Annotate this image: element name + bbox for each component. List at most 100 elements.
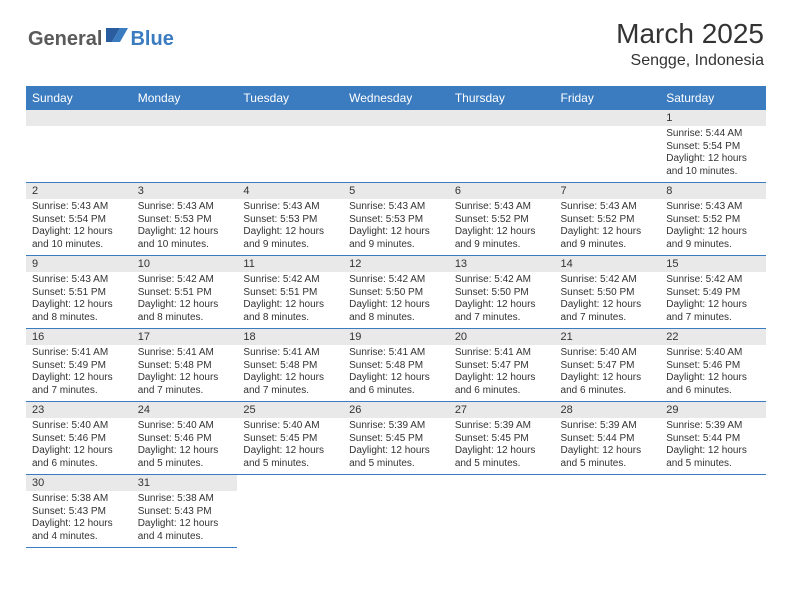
sunrise-text: Sunrise: 5:41 AM <box>243 347 337 360</box>
day-number: 28 <box>555 402 661 418</box>
daylight-text: Daylight: 12 hours and 10 minutes. <box>666 153 760 178</box>
calendar-cell: 23Sunrise: 5:40 AMSunset: 5:46 PMDayligh… <box>26 402 132 475</box>
day-content: Sunrise: 5:43 AMSunset: 5:54 PMDaylight:… <box>26 199 132 255</box>
sunrise-text: Sunrise: 5:39 AM <box>561 420 655 433</box>
day-number: 2 <box>26 183 132 199</box>
sunrise-text: Sunrise: 5:40 AM <box>138 420 232 433</box>
calendar-cell <box>237 110 343 183</box>
day-content <box>26 126 132 180</box>
calendar-cell: 18Sunrise: 5:41 AMSunset: 5:48 PMDayligh… <box>237 329 343 402</box>
sunrise-text: Sunrise: 5:41 AM <box>32 347 126 360</box>
day-content: Sunrise: 5:42 AMSunset: 5:51 PMDaylight:… <box>132 272 238 328</box>
day-number: 6 <box>449 183 555 199</box>
day-number <box>449 110 555 126</box>
sunrise-text: Sunrise: 5:43 AM <box>349 201 443 214</box>
daylight-text: Daylight: 12 hours and 8 minutes. <box>32 299 126 324</box>
calendar-cell: 19Sunrise: 5:41 AMSunset: 5:48 PMDayligh… <box>343 329 449 402</box>
day-number: 21 <box>555 329 661 345</box>
daylight-text: Daylight: 12 hours and 5 minutes. <box>138 445 232 470</box>
sunset-text: Sunset: 5:43 PM <box>32 506 126 519</box>
sunrise-text: Sunrise: 5:38 AM <box>138 493 232 506</box>
calendar-cell <box>555 110 661 183</box>
sunset-text: Sunset: 5:48 PM <box>243 360 337 373</box>
sunrise-text: Sunrise: 5:43 AM <box>32 201 126 214</box>
daylight-text: Daylight: 12 hours and 6 minutes. <box>32 445 126 470</box>
sunrise-text: Sunrise: 5:39 AM <box>666 420 760 433</box>
daylight-text: Daylight: 12 hours and 8 minutes. <box>349 299 443 324</box>
day-number: 10 <box>132 256 238 272</box>
day-content: Sunrise: 5:41 AMSunset: 5:49 PMDaylight:… <box>26 345 132 401</box>
sunset-text: Sunset: 5:46 PM <box>32 433 126 446</box>
calendar-cell: 25Sunrise: 5:40 AMSunset: 5:45 PMDayligh… <box>237 402 343 475</box>
sunrise-text: Sunrise: 5:43 AM <box>666 201 760 214</box>
daylight-text: Daylight: 12 hours and 9 minutes. <box>561 226 655 251</box>
day-content: Sunrise: 5:40 AMSunset: 5:46 PMDaylight:… <box>660 345 766 401</box>
daylight-text: Daylight: 12 hours and 7 minutes. <box>666 299 760 324</box>
day-number <box>555 110 661 126</box>
day-number: 26 <box>343 402 449 418</box>
sunrise-text: Sunrise: 5:41 AM <box>349 347 443 360</box>
calendar-cell <box>343 110 449 183</box>
sunrise-text: Sunrise: 5:40 AM <box>32 420 126 433</box>
day-number: 22 <box>660 329 766 345</box>
day-content: Sunrise: 5:39 AMSunset: 5:44 PMDaylight:… <box>555 418 661 474</box>
sunset-text: Sunset: 5:51 PM <box>138 287 232 300</box>
sunrise-text: Sunrise: 5:42 AM <box>138 274 232 287</box>
daylight-text: Daylight: 12 hours and 5 minutes. <box>349 445 443 470</box>
sunset-text: Sunset: 5:50 PM <box>349 287 443 300</box>
sunrise-text: Sunrise: 5:41 AM <box>455 347 549 360</box>
sunset-text: Sunset: 5:53 PM <box>349 214 443 227</box>
sunrise-text: Sunrise: 5:42 AM <box>666 274 760 287</box>
day-content: Sunrise: 5:42 AMSunset: 5:51 PMDaylight:… <box>237 272 343 328</box>
sunset-text: Sunset: 5:53 PM <box>138 214 232 227</box>
day-content: Sunrise: 5:41 AMSunset: 5:48 PMDaylight:… <box>132 345 238 401</box>
day-content <box>237 126 343 180</box>
day-number: 20 <box>449 329 555 345</box>
calendar-cell <box>660 475 766 548</box>
daylight-text: Daylight: 12 hours and 5 minutes. <box>455 445 549 470</box>
day-content: Sunrise: 5:42 AMSunset: 5:50 PMDaylight:… <box>555 272 661 328</box>
weekday-header: Monday <box>132 86 238 110</box>
calendar-cell: 2Sunrise: 5:43 AMSunset: 5:54 PMDaylight… <box>26 183 132 256</box>
day-content: Sunrise: 5:40 AMSunset: 5:46 PMDaylight:… <box>132 418 238 474</box>
day-content: Sunrise: 5:42 AMSunset: 5:50 PMDaylight:… <box>449 272 555 328</box>
calendar-cell: 20Sunrise: 5:41 AMSunset: 5:47 PMDayligh… <box>449 329 555 402</box>
day-content: Sunrise: 5:42 AMSunset: 5:50 PMDaylight:… <box>343 272 449 328</box>
daylight-text: Daylight: 12 hours and 9 minutes. <box>349 226 443 251</box>
daylight-text: Daylight: 12 hours and 4 minutes. <box>138 518 232 543</box>
calendar-cell: 7Sunrise: 5:43 AMSunset: 5:52 PMDaylight… <box>555 183 661 256</box>
daylight-text: Daylight: 12 hours and 9 minutes. <box>455 226 549 251</box>
day-content: Sunrise: 5:40 AMSunset: 5:45 PMDaylight:… <box>237 418 343 474</box>
logo-flag-icon <box>106 26 128 47</box>
day-content: Sunrise: 5:42 AMSunset: 5:49 PMDaylight:… <box>660 272 766 328</box>
day-content: Sunrise: 5:39 AMSunset: 5:45 PMDaylight:… <box>343 418 449 474</box>
day-content: Sunrise: 5:43 AMSunset: 5:52 PMDaylight:… <box>555 199 661 255</box>
daylight-text: Daylight: 12 hours and 5 minutes. <box>666 445 760 470</box>
calendar-cell <box>343 475 449 548</box>
day-number: 19 <box>343 329 449 345</box>
sunrise-text: Sunrise: 5:43 AM <box>138 201 232 214</box>
calendar-cell: 31Sunrise: 5:38 AMSunset: 5:43 PMDayligh… <box>132 475 238 548</box>
calendar-cell: 9Sunrise: 5:43 AMSunset: 5:51 PMDaylight… <box>26 256 132 329</box>
day-number: 18 <box>237 329 343 345</box>
daylight-text: Daylight: 12 hours and 4 minutes. <box>32 518 126 543</box>
sunrise-text: Sunrise: 5:40 AM <box>666 347 760 360</box>
day-number <box>26 110 132 126</box>
calendar-cell: 4Sunrise: 5:43 AMSunset: 5:53 PMDaylight… <box>237 183 343 256</box>
calendar-row: 30Sunrise: 5:38 AMSunset: 5:43 PMDayligh… <box>26 475 766 548</box>
sunrise-text: Sunrise: 5:42 AM <box>561 274 655 287</box>
day-content: Sunrise: 5:43 AMSunset: 5:53 PMDaylight:… <box>237 199 343 255</box>
daylight-text: Daylight: 12 hours and 5 minutes. <box>243 445 337 470</box>
day-content: Sunrise: 5:41 AMSunset: 5:47 PMDaylight:… <box>449 345 555 401</box>
calendar-row: 23Sunrise: 5:40 AMSunset: 5:46 PMDayligh… <box>26 402 766 475</box>
weekday-header: Thursday <box>449 86 555 110</box>
daylight-text: Daylight: 12 hours and 6 minutes. <box>561 372 655 397</box>
sunset-text: Sunset: 5:50 PM <box>561 287 655 300</box>
sunrise-text: Sunrise: 5:39 AM <box>349 420 443 433</box>
sunset-text: Sunset: 5:50 PM <box>455 287 549 300</box>
day-content: Sunrise: 5:43 AMSunset: 5:51 PMDaylight:… <box>26 272 132 328</box>
day-content: Sunrise: 5:39 AMSunset: 5:44 PMDaylight:… <box>660 418 766 474</box>
calendar-cell: 30Sunrise: 5:38 AMSunset: 5:43 PMDayligh… <box>26 475 132 548</box>
sunset-text: Sunset: 5:44 PM <box>666 433 760 446</box>
weekday-header: Wednesday <box>343 86 449 110</box>
